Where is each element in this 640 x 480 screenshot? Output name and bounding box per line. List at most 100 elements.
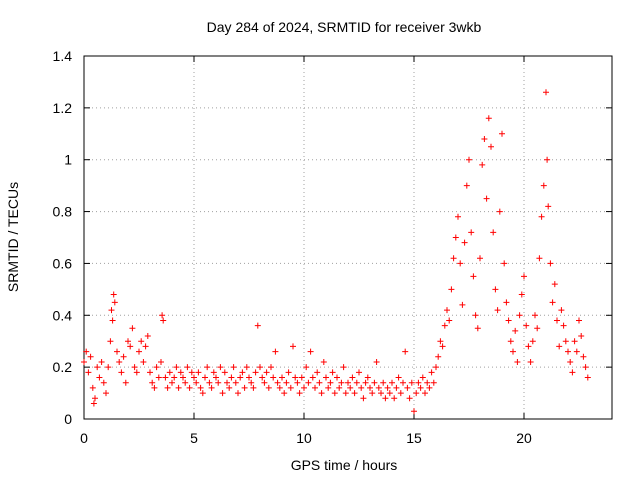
data-point [226,384,233,391]
data-point [551,281,558,288]
data-point [98,358,105,365]
data-point [360,395,367,402]
data-point [422,390,428,397]
data-point [199,390,206,397]
data-point [285,369,292,376]
data-point [180,374,186,381]
data-point [129,325,136,332]
data-point [576,317,582,324]
y-tick-label: 0.8 [53,204,73,220]
data-point [114,348,120,355]
x-tick-label: 20 [516,430,532,446]
data-point [316,379,323,386]
data-point [259,374,266,381]
data-point [301,384,307,391]
data-point [312,384,318,391]
data-point [338,379,345,386]
data-point [327,379,334,386]
data-point [538,213,545,220]
data-point [219,390,226,397]
data-point [395,374,402,381]
data-point [532,312,538,319]
data-point [175,384,182,391]
data-point [545,203,552,210]
data-point [248,379,255,386]
data-point [461,239,468,246]
data-point [166,369,173,376]
data-point [507,338,514,345]
data-point [494,307,501,314]
y-axis-label: SRMTID / TECUs [5,182,21,292]
data-point [193,379,200,386]
data-point [439,343,446,350]
data-point [358,384,365,391]
data-point [362,379,369,386]
data-point [120,353,127,360]
data-point [217,364,224,371]
data-point [565,348,571,355]
data-point [292,374,299,381]
data-point [367,384,373,391]
data-point [382,395,389,402]
data-point [103,390,109,397]
data-point [349,374,356,381]
data-point [235,390,241,397]
data-point [164,384,171,391]
data-point [544,156,551,163]
data-point [584,374,591,381]
data-point [125,338,131,345]
data-point [523,322,530,329]
data-point [549,299,556,306]
data-point [446,317,453,324]
data-point [371,379,378,386]
data-point [543,89,549,96]
data-point [184,364,191,371]
data-point [441,322,448,329]
data-point [303,364,310,371]
data-point [518,291,525,298]
data-point [573,348,580,355]
grid [84,56,612,419]
data-point [413,390,420,397]
data-point [582,364,589,371]
data-point [116,358,123,365]
data-point [173,364,180,371]
data-point [534,325,541,332]
data-point [268,364,274,371]
data-point [133,369,140,376]
data-point [221,369,228,376]
data-point [230,364,237,371]
data-point [540,182,547,189]
y-tick-label: 0.4 [53,307,73,323]
data-point [325,384,332,391]
data-point [287,384,294,391]
data-point [272,348,279,355]
data-point [108,307,115,314]
data-point [307,348,314,355]
data-point [188,369,195,376]
data-point [527,358,534,365]
data-point [186,384,193,391]
data-point [305,379,312,386]
data-point [314,369,321,376]
data-point [195,369,202,376]
data-point [213,374,219,381]
data-point [448,286,455,293]
data-point [109,317,116,324]
y-tick-label: 0 [64,411,72,427]
data-point [415,379,422,386]
data-point [96,374,103,381]
data-points [81,89,591,415]
data-point [571,338,578,345]
data-point [457,260,464,267]
data-point [254,322,261,329]
data-point [496,208,503,215]
plot-frame [83,55,613,420]
data-point [241,384,248,391]
data-point [342,390,349,397]
data-point [525,343,532,350]
data-point [197,384,204,391]
data-point [499,130,505,137]
data-point [331,390,338,397]
